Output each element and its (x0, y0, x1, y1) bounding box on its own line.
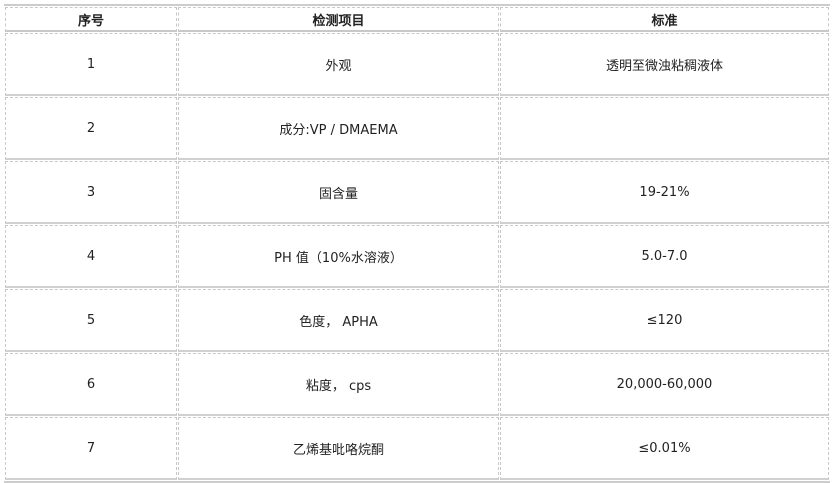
cell-item: 固含量 (178, 161, 499, 224)
table-row: 2 成分:VP / DMAEMA (5, 97, 829, 160)
cell-no: 7 (5, 417, 177, 480)
cell-standard: ≤120 (500, 289, 829, 352)
cell-standard: 5.0-7.0 (500, 225, 829, 288)
table-row: 4 PH 值（10%水溶液） 5.0-7.0 (5, 225, 829, 288)
cell-standard (500, 97, 829, 160)
table-row: 7 乙烯基吡咯烷酮 ≤0.01% (5, 417, 829, 480)
cell-no: 6 (5, 353, 177, 416)
cell-no: 3 (5, 161, 177, 224)
cell-no: 2 (5, 97, 177, 160)
cell-no: 4 (5, 225, 177, 288)
cell-no: 1 (5, 33, 177, 96)
header-no: 序号 (5, 7, 177, 32)
header-row: 序号 检测项目 标准 (5, 7, 829, 32)
table-row: 5 色度， APHA ≤120 (5, 289, 829, 352)
cell-item: 成分:VP / DMAEMA (178, 97, 499, 160)
header-standard: 标准 (500, 7, 829, 32)
header-item: 检测项目 (178, 7, 499, 32)
cell-item: 外观 (178, 33, 499, 96)
cell-item: 色度， APHA (178, 289, 499, 352)
cell-item: 乙烯基吡咯烷酮 (178, 417, 499, 480)
table-row: 3 固含量 19-21% (5, 161, 829, 224)
cell-item: 粘度， cps (178, 353, 499, 416)
cell-no: 5 (5, 289, 177, 352)
cell-standard: 20,000-60,000 (500, 353, 829, 416)
table-row: 1 外观 透明至微浊粘稠液体 (5, 33, 829, 96)
cell-standard: 19-21% (500, 161, 829, 224)
cell-standard: 透明至微浊粘稠液体 (500, 33, 829, 96)
cell-standard: ≤0.01% (500, 417, 829, 480)
table-row: 6 粘度， cps 20,000-60,000 (5, 353, 829, 416)
spec-table: 序号 检测项目 标准 1 外观 透明至微浊粘稠液体 2 成分:VP / DMAEMA 3 固… (4, 4, 830, 483)
cell-item: PH 值（10%水溶液） (178, 225, 499, 288)
